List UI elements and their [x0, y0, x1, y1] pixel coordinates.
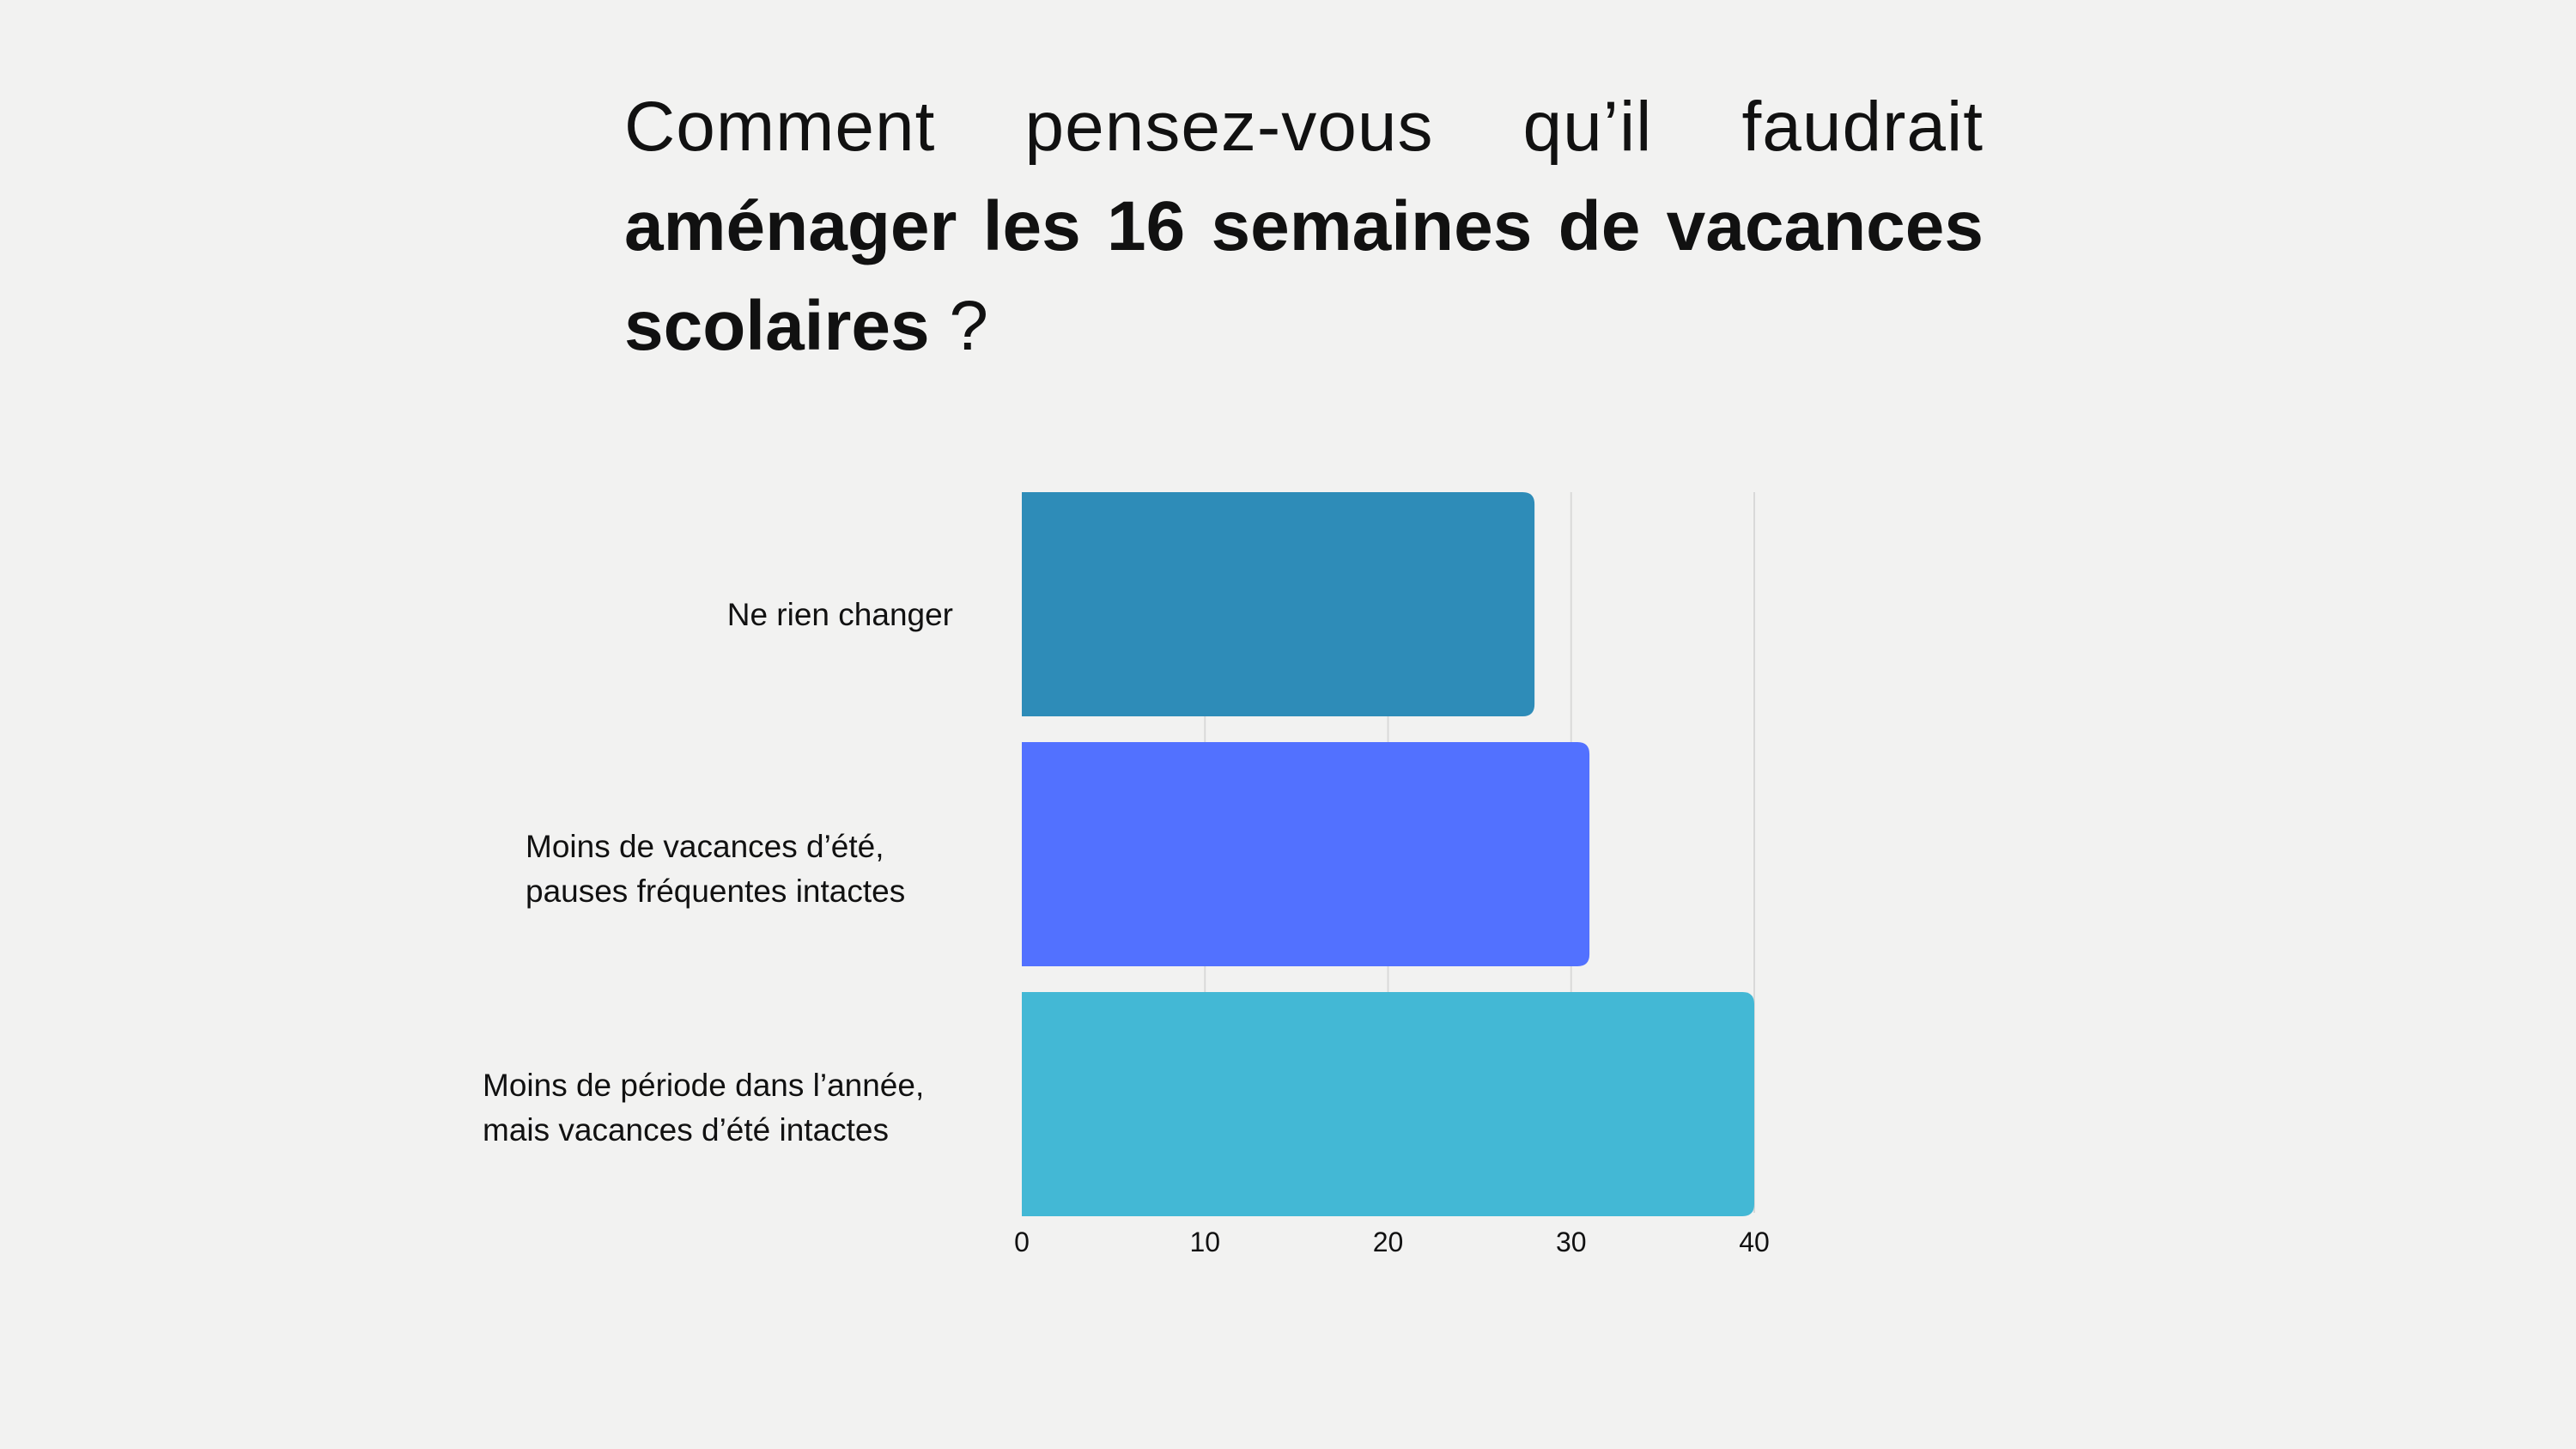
bar-1	[1022, 492, 1535, 716]
category-label-line: Ne rien changer	[726, 597, 953, 632]
category-label-line: Moins de période dans l’année,	[483, 1068, 925, 1103]
x-tick-label: 30	[1556, 1227, 1587, 1257]
category-label-2: Moins de vacances d’été, pauses fréquente…	[526, 825, 905, 914]
category-label-3: Moins de période dans l’année, mais vacan…	[483, 1063, 924, 1153]
title-line-2: aménager les 16 semaines de vacances	[624, 187, 1984, 265]
x-tick-label: 0	[1014, 1227, 1030, 1257]
category-label-line: mais vacances d’été intactes	[483, 1112, 890, 1148]
title-word: qu’il	[1522, 88, 1653, 166]
title-line-1: Comment pensez-vous qu’il faudrait	[624, 77, 1984, 177]
title-line-3: scolaires ?	[624, 277, 1984, 376]
x-tick-label: 20	[1373, 1227, 1404, 1257]
category-label-1: Ne rien changer	[727, 593, 953, 637]
chart-title: Comment pensez-vous qu’il faudrait aména…	[624, 77, 1984, 376]
title-word: pensez-vous	[1024, 88, 1434, 166]
title-word: Comment	[624, 88, 936, 166]
category-label-line: Moins de vacances d’été,	[526, 829, 884, 864]
category-label-line: pauses fréquentes intactes	[526, 874, 906, 909]
bar-3	[1022, 992, 1754, 1216]
bar-2	[1022, 742, 1590, 966]
x-tick-label: 40	[1739, 1227, 1770, 1257]
x-tick-label: 10	[1189, 1227, 1220, 1257]
title-word: faudrait	[1741, 88, 1984, 166]
title-bold-end: scolaires	[624, 287, 930, 365]
title-question-mark: ?	[929, 287, 988, 365]
